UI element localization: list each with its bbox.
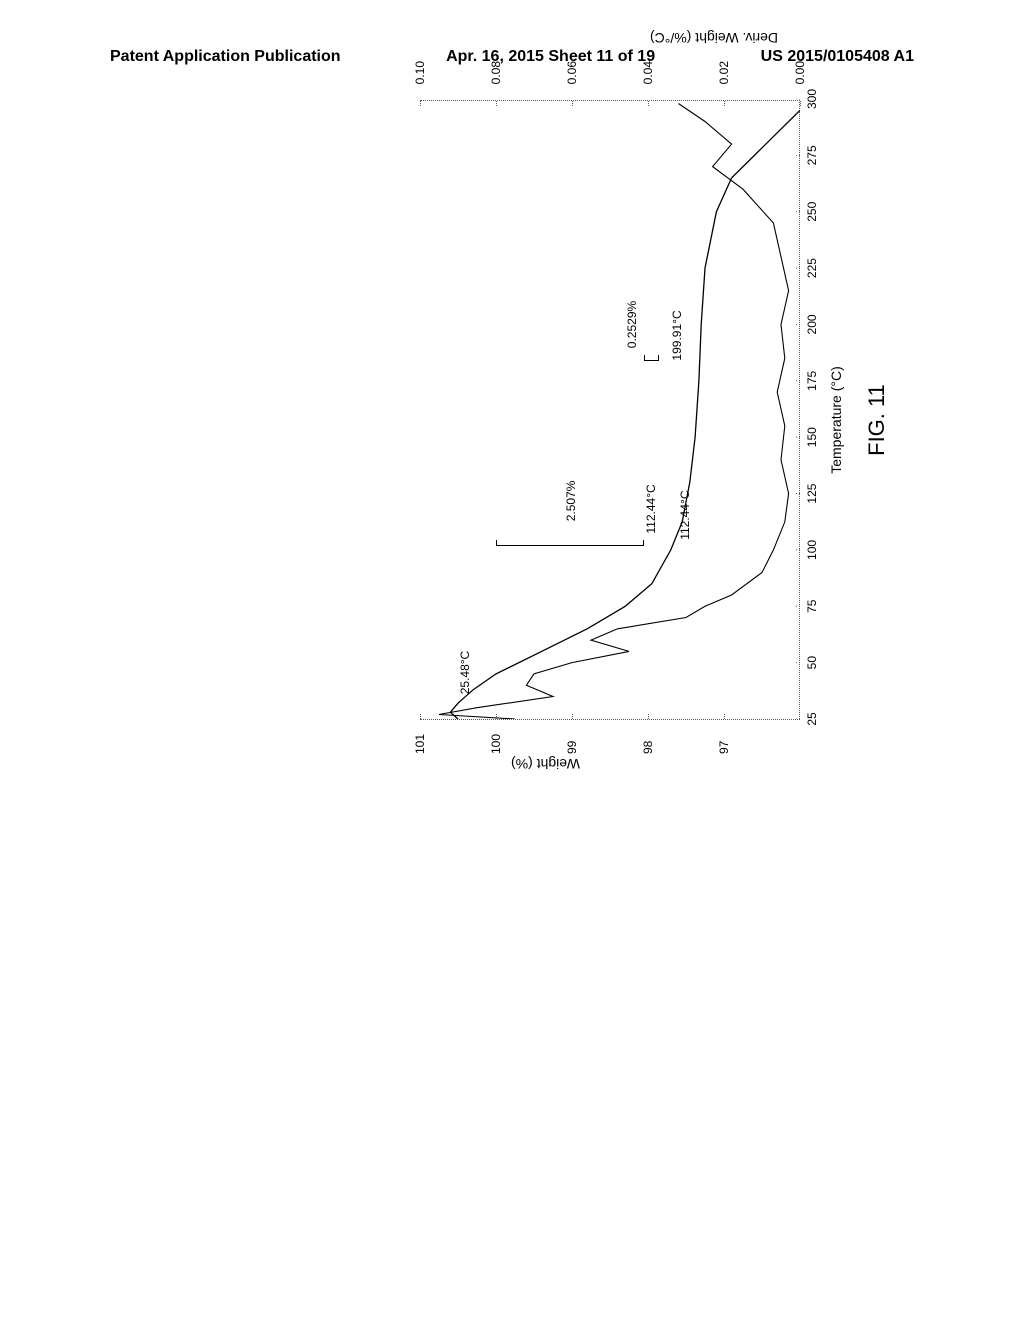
y-left-tick-label: 101 (413, 734, 427, 754)
deriv-weight-curve (439, 104, 789, 720)
y-left-axis-label: Weight (%) (511, 756, 580, 772)
x-tick-label: 225 (805, 258, 819, 278)
y-right-tick-label: 0.06 (565, 61, 579, 84)
x-tick-label: 250 (805, 202, 819, 222)
x-tick-label: 175 (805, 371, 819, 391)
x-tick-label: 150 (805, 427, 819, 447)
x-axis-label: Temperature (°C) (828, 60, 844, 780)
x-tick-label: 200 (805, 314, 819, 334)
y-right-tick-label: 0.04 (641, 61, 655, 84)
rotated-figure: Weight (%) Deriv. Weight (%/°C) 25.48°C2… (400, 60, 840, 780)
header-left: Patent Application Publication (110, 48, 341, 66)
chart-annotation: 2.507% (564, 481, 578, 522)
y-right-tick-label: 0.00 (793, 61, 807, 84)
y-left-tick-label: 97 (717, 741, 731, 754)
x-tick-label: 300 (805, 89, 819, 109)
chart-annotation: 112.44°C (678, 491, 692, 540)
x-tick-label: 125 (805, 484, 819, 504)
y-left-tick-label: 99 (565, 741, 579, 754)
tga-chart: Weight (%) Deriv. Weight (%/°C) 25.48°C2… (400, 60, 840, 780)
y-left-tick-label: 100 (489, 734, 503, 754)
y-right-axis-label: Deriv. Weight (%/°C) (650, 30, 778, 46)
y-left-tick-label: 98 (641, 741, 655, 754)
measurement-bracket (496, 540, 644, 546)
x-tick-label: 75 (805, 600, 819, 613)
x-tick-label: 50 (805, 656, 819, 669)
x-tick-label: 25 (805, 712, 819, 725)
y-right-tick-label: 0.08 (489, 61, 503, 84)
y-right-tick-label: 0.02 (717, 61, 731, 84)
figure-caption: FIG. 11 (864, 60, 890, 780)
plot-svg (420, 99, 800, 719)
x-tick-label: 100 (805, 540, 819, 560)
measurement-bracket (644, 355, 659, 361)
y-right-tick-label: 0.10 (413, 61, 427, 84)
plot-area: 25.48°C 2.507% 112.44°C 112.44°C 0.2529% 199.… (420, 100, 800, 720)
x-tick-label: 275 (805, 145, 819, 165)
chart-annotation: 199.91°C (670, 310, 684, 360)
chart-annotation: 112.44°C (644, 484, 658, 533)
chart-annotation: 25.48°C (458, 651, 472, 695)
chart-annotation: 0.2529% (625, 301, 639, 348)
